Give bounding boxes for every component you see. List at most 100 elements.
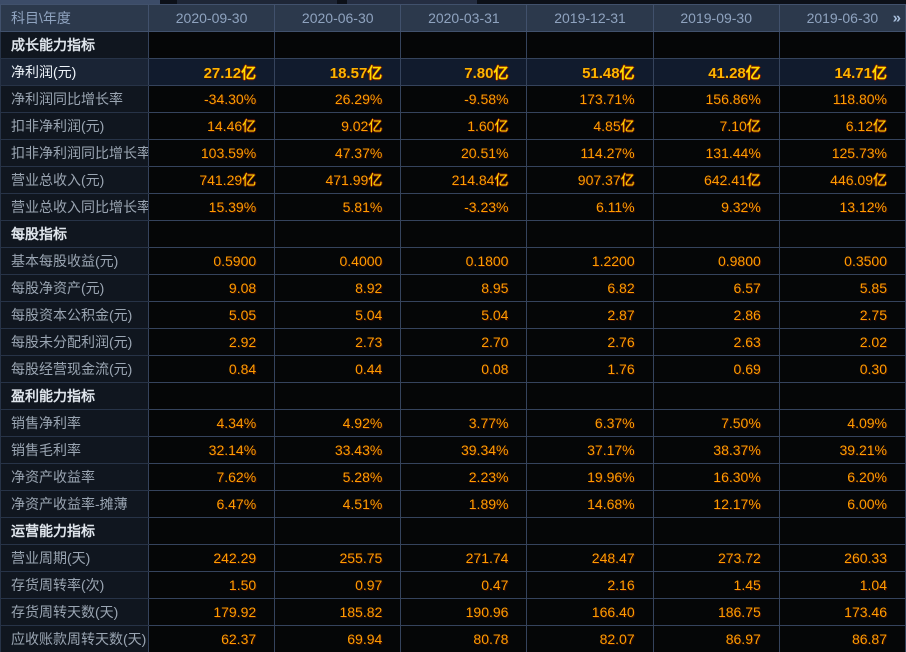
cell-value[interactable]: 39.21% <box>778 436 906 464</box>
cell-value[interactable]: 86.97 <box>652 625 780 652</box>
cell-value[interactable]: 0.30 <box>778 355 906 383</box>
table-row[interactable]: 销售毛利率 32.14% 33.43% 39.34% 37.17% 38.37% 39.21… <box>0 436 906 464</box>
cell-value[interactable]: 4.51% <box>274 490 402 518</box>
table-row[interactable]: 应收账款周转天数(天) 62.37 69.94 80.78 82.07 86.97 86.8… <box>0 625 906 652</box>
cell-value[interactable]: 273.72 <box>652 544 780 572</box>
cell-value[interactable]: 6.11% <box>526 193 654 221</box>
cell-value[interactable]: 0.69 <box>652 355 780 383</box>
cell-value[interactable]: 2.86 <box>652 301 780 329</box>
cell-value[interactable]: 471.99亿 <box>274 166 402 194</box>
cell-value[interactable]: 4.34% <box>147 409 276 437</box>
cell-value[interactable]: 39.34% <box>400 436 528 464</box>
table-row[interactable]: 销售净利率 4.34% 4.92% 3.77% 6.37% 7.50% 4.09% <box>0 409 906 437</box>
cell-value[interactable]: 0.5900 <box>147 247 276 275</box>
cell-value[interactable]: 51.48亿 <box>526 58 654 86</box>
cell-value[interactable]: 5.28% <box>274 463 402 491</box>
cell-value[interactable]: 7.50% <box>652 409 780 437</box>
cell-value[interactable]: 4.09% <box>778 409 906 437</box>
cell-value[interactable]: 271.74 <box>400 544 528 572</box>
cell-value[interactable]: 8.92 <box>274 274 402 302</box>
cell-value[interactable]: 156.86% <box>652 85 780 113</box>
cell-value[interactable]: 1.45 <box>652 571 780 599</box>
cell-value[interactable]: 2.75 <box>778 301 906 329</box>
cell-value[interactable]: 4.92% <box>274 409 402 437</box>
cell-value[interactable]: 190.96 <box>400 598 528 626</box>
row-label[interactable]: 销售净利率 <box>0 409 149 437</box>
cell-value[interactable]: 242.29 <box>147 544 276 572</box>
cell-value[interactable]: 26.29% <box>274 85 402 113</box>
cell-value[interactable]: 186.75 <box>652 598 780 626</box>
cell-value[interactable]: 62.37 <box>147 625 276 652</box>
table-row[interactable]: 净利润(元) 27.12亿 18.57亿 7.80亿 51.48亿 41.28亿 14.71… <box>0 58 906 86</box>
cell-value[interactable]: 6.12亿 <box>778 112 906 140</box>
cell-value[interactable]: 2.92 <box>147 328 276 356</box>
cell-value[interactable]: 18.57亿 <box>274 58 402 86</box>
cell-value[interactable]: 255.75 <box>274 544 402 572</box>
more-columns-icon[interactable]: » <box>892 9 901 27</box>
cell-value[interactable]: 2.76 <box>526 328 654 356</box>
cell-value[interactable]: 27.12亿 <box>147 58 276 86</box>
cell-value[interactable]: 5.04 <box>274 301 402 329</box>
cell-value[interactable]: 114.27% <box>526 139 654 167</box>
cell-value[interactable]: 69.94 <box>274 625 402 652</box>
cell-value[interactable]: 1.50 <box>147 571 276 599</box>
cell-value[interactable]: 2.73 <box>274 328 402 356</box>
table-row[interactable]: 营业周期(天) 242.29 255.75 271.74 248.47 273.72 260… <box>0 544 906 572</box>
cell-value[interactable]: 20.51% <box>400 139 528 167</box>
cell-value[interactable]: 2.63 <box>652 328 780 356</box>
cell-value[interactable]: 6.82 <box>526 274 654 302</box>
cell-value[interactable]: 173.46 <box>778 598 906 626</box>
cell-value[interactable]: 7.80亿 <box>400 58 528 86</box>
row-label[interactable]: 基本每股收益(元) <box>0 247 149 275</box>
cell-value[interactable]: 1.76 <box>526 355 654 383</box>
cell-value[interactable]: 14.71亿 <box>778 58 906 86</box>
cell-value[interactable]: 1.04 <box>778 571 906 599</box>
cell-value[interactable]: 7.10亿 <box>652 112 780 140</box>
cell-value[interactable]: 166.40 <box>526 598 654 626</box>
cell-value[interactable]: 6.47% <box>147 490 276 518</box>
cell-value[interactable]: 1.89% <box>400 490 528 518</box>
row-label[interactable]: 存货周转天数(天) <box>0 598 149 626</box>
cell-value[interactable]: 642.41亿 <box>652 166 780 194</box>
row-label[interactable]: 存货周转率(次) <box>0 571 149 599</box>
table-row[interactable]: 扣非净利润(元) 14.46亿 9.02亿 1.60亿 4.85亿 7.10亿 6.12亿 <box>0 112 906 140</box>
cell-value[interactable]: 9.32% <box>652 193 780 221</box>
row-label[interactable]: 每股资本公积金(元) <box>0 301 149 329</box>
cell-value[interactable]: 8.95 <box>400 274 528 302</box>
row-label[interactable]: 净利润同比增长率 <box>0 85 149 113</box>
table-row[interactable]: 存货周转天数(天) 179.92 185.82 190.96 166.40 186.75 1… <box>0 598 906 626</box>
cell-value[interactable]: 2.16 <box>526 571 654 599</box>
row-label[interactable]: 营业总收入(元) <box>0 166 149 194</box>
cell-value[interactable]: 1.2200 <box>526 247 654 275</box>
row-label[interactable]: 营业总收入同比增长率 <box>0 193 149 221</box>
cell-value[interactable]: 15.39% <box>147 193 276 221</box>
table-row[interactable]: 每股未分配利润(元) 2.92 2.73 2.70 2.76 2.63 2.02 <box>0 328 906 356</box>
cell-value[interactable]: 7.62% <box>147 463 276 491</box>
row-label[interactable]: 营业周期(天) <box>0 544 149 572</box>
cell-value[interactable]: 4.85亿 <box>526 112 654 140</box>
cell-value[interactable]: 0.9800 <box>652 247 780 275</box>
cell-value[interactable]: 0.97 <box>274 571 402 599</box>
row-label[interactable]: 每股未分配利润(元) <box>0 328 149 356</box>
row-label[interactable]: 净资产收益率-摊薄 <box>0 490 149 518</box>
cell-value[interactable]: 1.60亿 <box>400 112 528 140</box>
cell-value[interactable]: 9.02亿 <box>274 112 402 140</box>
cell-value[interactable]: 0.3500 <box>778 247 906 275</box>
cell-value[interactable]: 185.82 <box>274 598 402 626</box>
cell-value[interactable]: 0.44 <box>274 355 402 383</box>
table-row[interactable]: 存货周转率(次) 1.50 0.97 0.47 2.16 1.45 1.04 <box>0 571 906 599</box>
cell-value[interactable]: 118.80% <box>778 85 906 113</box>
cell-value[interactable]: 741.29亿 <box>147 166 276 194</box>
cell-value[interactable]: 12.17% <box>652 490 780 518</box>
cell-value[interactable]: 16.30% <box>652 463 780 491</box>
row-label[interactable]: 每股经营现金流(元) <box>0 355 149 383</box>
cell-value[interactable]: 33.43% <box>274 436 402 464</box>
cell-value[interactable]: 0.84 <box>147 355 276 383</box>
cell-value[interactable]: 2.87 <box>526 301 654 329</box>
table-row[interactable]: 每股净资产(元) 9.08 8.92 8.95 6.82 6.57 5.85 <box>0 274 906 302</box>
row-label[interactable]: 应收账款周转天数(天) <box>0 625 149 652</box>
cell-value[interactable]: 5.04 <box>400 301 528 329</box>
cell-value[interactable]: 0.1800 <box>400 247 528 275</box>
table-row[interactable]: 净利润同比增长率 -34.30% 26.29% -9.58% 173.71% 156.86… <box>0 85 906 113</box>
cell-value[interactable]: 260.33 <box>778 544 906 572</box>
